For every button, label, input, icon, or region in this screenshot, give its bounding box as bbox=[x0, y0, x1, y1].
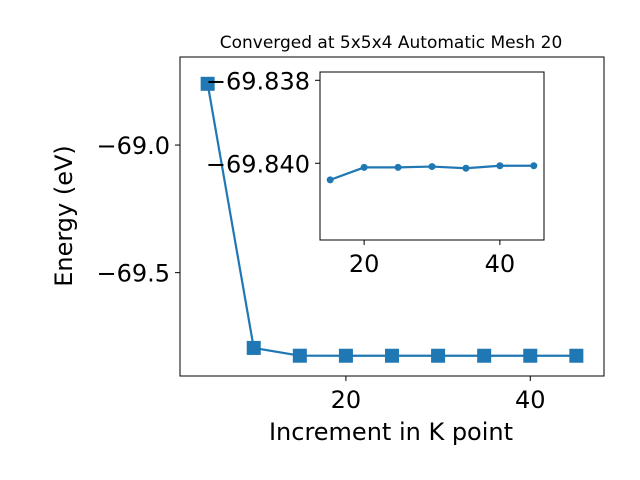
inset-data-point bbox=[530, 162, 538, 170]
inset-data-point bbox=[394, 163, 402, 171]
y-axis-label: Energy (eV) bbox=[50, 145, 78, 287]
inset-plot: 20 40 −69.840−69.838 bbox=[206, 67, 545, 278]
inset-x-ticks: 20 40 bbox=[349, 240, 515, 278]
main-data-point bbox=[200, 76, 215, 91]
inset-y-tick-label: −69.840 bbox=[206, 150, 310, 178]
main-data-point bbox=[246, 340, 261, 355]
main-data-point bbox=[431, 348, 446, 363]
inset-data-point bbox=[428, 163, 436, 171]
main-x-ticks: 20 40 bbox=[331, 376, 546, 414]
inset-plot-background bbox=[320, 72, 544, 240]
main-plot-frame bbox=[179, 56, 605, 377]
main-data-point bbox=[385, 348, 399, 363]
main-data-point bbox=[338, 348, 353, 363]
inset-data-point bbox=[360, 163, 368, 171]
main-data-point bbox=[569, 348, 584, 363]
main-data-point bbox=[477, 348, 492, 363]
chart-title: Converged at 5x5x4 Automatic Mesh 20 bbox=[220, 33, 563, 53]
inset-data-point bbox=[326, 176, 334, 184]
main-y-tick-label: −69.0 bbox=[96, 132, 170, 160]
main-x-tick-label: 40 bbox=[515, 386, 546, 414]
main-y-ticks: −69.0 −69.5 bbox=[96, 132, 180, 288]
inset-y-ticks: −69.840 −69.838 bbox=[206, 67, 320, 178]
main-plot: Converged at 5x5x4 Automatic Mesh 20 20 4… bbox=[50, 33, 605, 446]
main-y-tick-label: −69.5 bbox=[96, 260, 170, 288]
main-data-point bbox=[292, 348, 307, 363]
inset-plot-frame bbox=[319, 71, 545, 241]
main-x-tick-label: 20 bbox=[331, 386, 362, 414]
inset-data-point bbox=[496, 162, 504, 170]
inset-y-tick-label: −69.838 bbox=[206, 67, 310, 95]
x-axis-label: Increment in K point bbox=[269, 418, 513, 446]
main-series-layer bbox=[200, 76, 584, 363]
inset-x-tick-label: 20 bbox=[349, 250, 380, 278]
inset-x-tick-label: 40 bbox=[485, 250, 516, 278]
inset-series-layer bbox=[326, 162, 538, 184]
main-data-point bbox=[523, 348, 538, 363]
inset-data-point bbox=[462, 164, 470, 172]
